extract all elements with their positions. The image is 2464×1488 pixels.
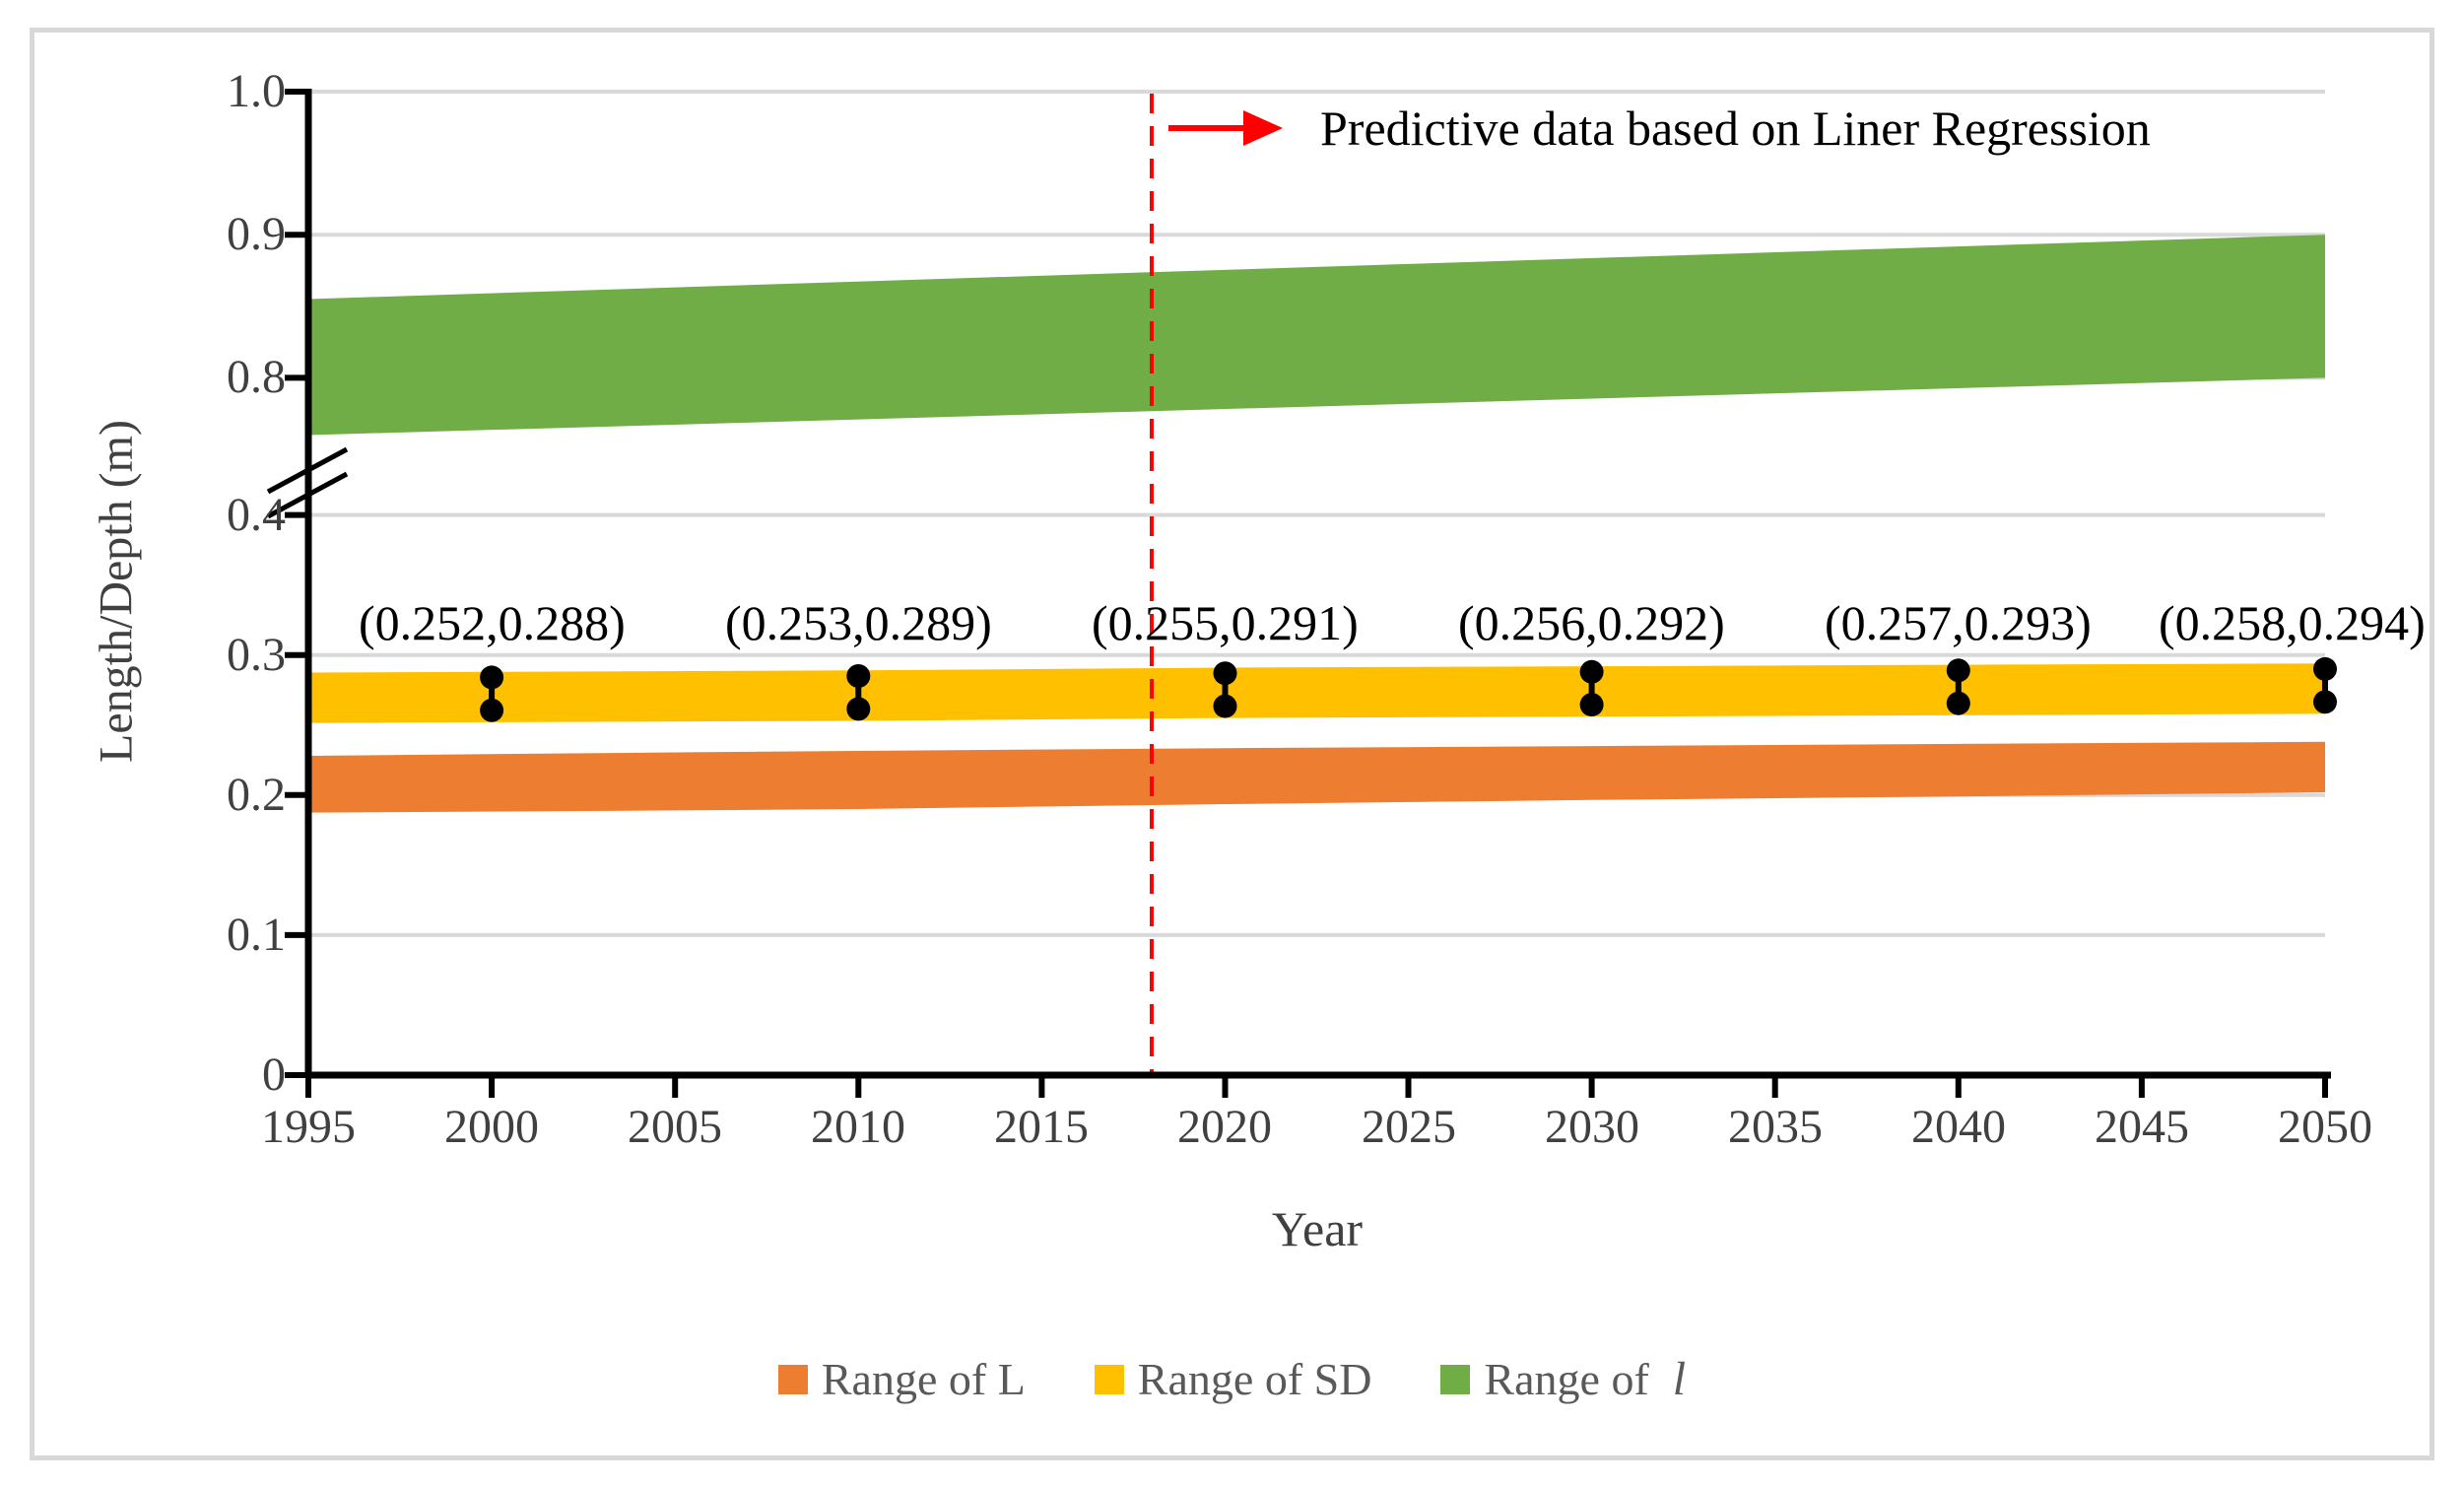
legend-swatch-icon xyxy=(777,1364,808,1394)
band-range-of-sd xyxy=(308,663,2325,723)
y-tick-label: 1.0 xyxy=(227,65,286,117)
x-tick-label: 2015 xyxy=(994,1101,1089,1153)
range-marker-2000 xyxy=(480,665,504,722)
point-label-2030: (0.256,0.292) xyxy=(1458,595,1725,650)
y-tick-label: 0.9 xyxy=(227,208,286,260)
prediction-annotation-text: Predictive data based on Liner Regressio… xyxy=(1320,101,2151,156)
range-marker-2040 xyxy=(1946,658,1970,715)
x-tick-label: 2040 xyxy=(1911,1101,2006,1153)
legend-item-range-of-l: Range of L xyxy=(777,1353,1026,1406)
x-tick-label: 2030 xyxy=(1545,1101,1639,1153)
y-tick-label: 0 xyxy=(262,1048,286,1101)
range-marker-2050 xyxy=(2313,656,2337,714)
x-tick-label: 2045 xyxy=(2095,1101,2189,1153)
band-range-of-l xyxy=(308,741,2325,813)
legend-label: Range of SD xyxy=(1137,1353,1372,1404)
x-tick-label: 2025 xyxy=(1362,1101,1456,1153)
legend-item-range-of: Range of l xyxy=(1440,1352,1686,1406)
range-marker-2030 xyxy=(1579,659,1604,717)
x-tick-label: 2005 xyxy=(628,1101,722,1153)
x-tick-label: 1995 xyxy=(261,1101,356,1153)
axis-break-mark xyxy=(266,471,349,519)
x-tick-label: 2050 xyxy=(2278,1101,2372,1153)
legend-symbol-italic: l xyxy=(1672,1353,1687,1405)
legend-swatch-icon xyxy=(1440,1364,1471,1394)
point-label-2050: (0.258,0.294) xyxy=(2159,595,2426,650)
range-marker-2010 xyxy=(846,664,871,721)
y-tick-label: 0.1 xyxy=(227,909,286,961)
point-label-2040: (0.257,0.293) xyxy=(1825,595,2092,650)
point-label-2020: (0.255,0.291) xyxy=(1092,595,1359,650)
x-tick-label: 2000 xyxy=(444,1101,539,1153)
legend-label: Range of xyxy=(1484,1353,1649,1404)
x-tick-label: 2020 xyxy=(1177,1101,1272,1153)
legend-swatch-icon xyxy=(1094,1364,1124,1394)
y-axis-title: Length/Depth (m) xyxy=(90,420,143,763)
y-tick-label: 0.8 xyxy=(227,351,286,403)
x-axis-title: Year xyxy=(1271,1201,1364,1256)
band-range-of-l xyxy=(308,235,2325,436)
point-label-2010: (0.253,0.289) xyxy=(725,595,992,650)
y-tick-label: 0.4 xyxy=(227,489,286,541)
x-tick-label: 2035 xyxy=(1728,1101,1823,1153)
y-tick-label: 0.2 xyxy=(227,769,286,821)
legend: Range of L Range of SD Range of l xyxy=(0,1352,2464,1406)
range-marker-2020 xyxy=(1213,661,1237,718)
legend-label: Range of L xyxy=(821,1353,1026,1404)
point-label-2000: (0.252,0.288) xyxy=(359,595,626,650)
x-tick-label: 2010 xyxy=(811,1101,905,1153)
legend-item-range-of-sd: Range of SD xyxy=(1094,1353,1372,1406)
annotation-arrow-head xyxy=(1243,110,1283,146)
axis-break-mark xyxy=(266,446,349,495)
y-tick-label: 0.3 xyxy=(227,629,286,681)
